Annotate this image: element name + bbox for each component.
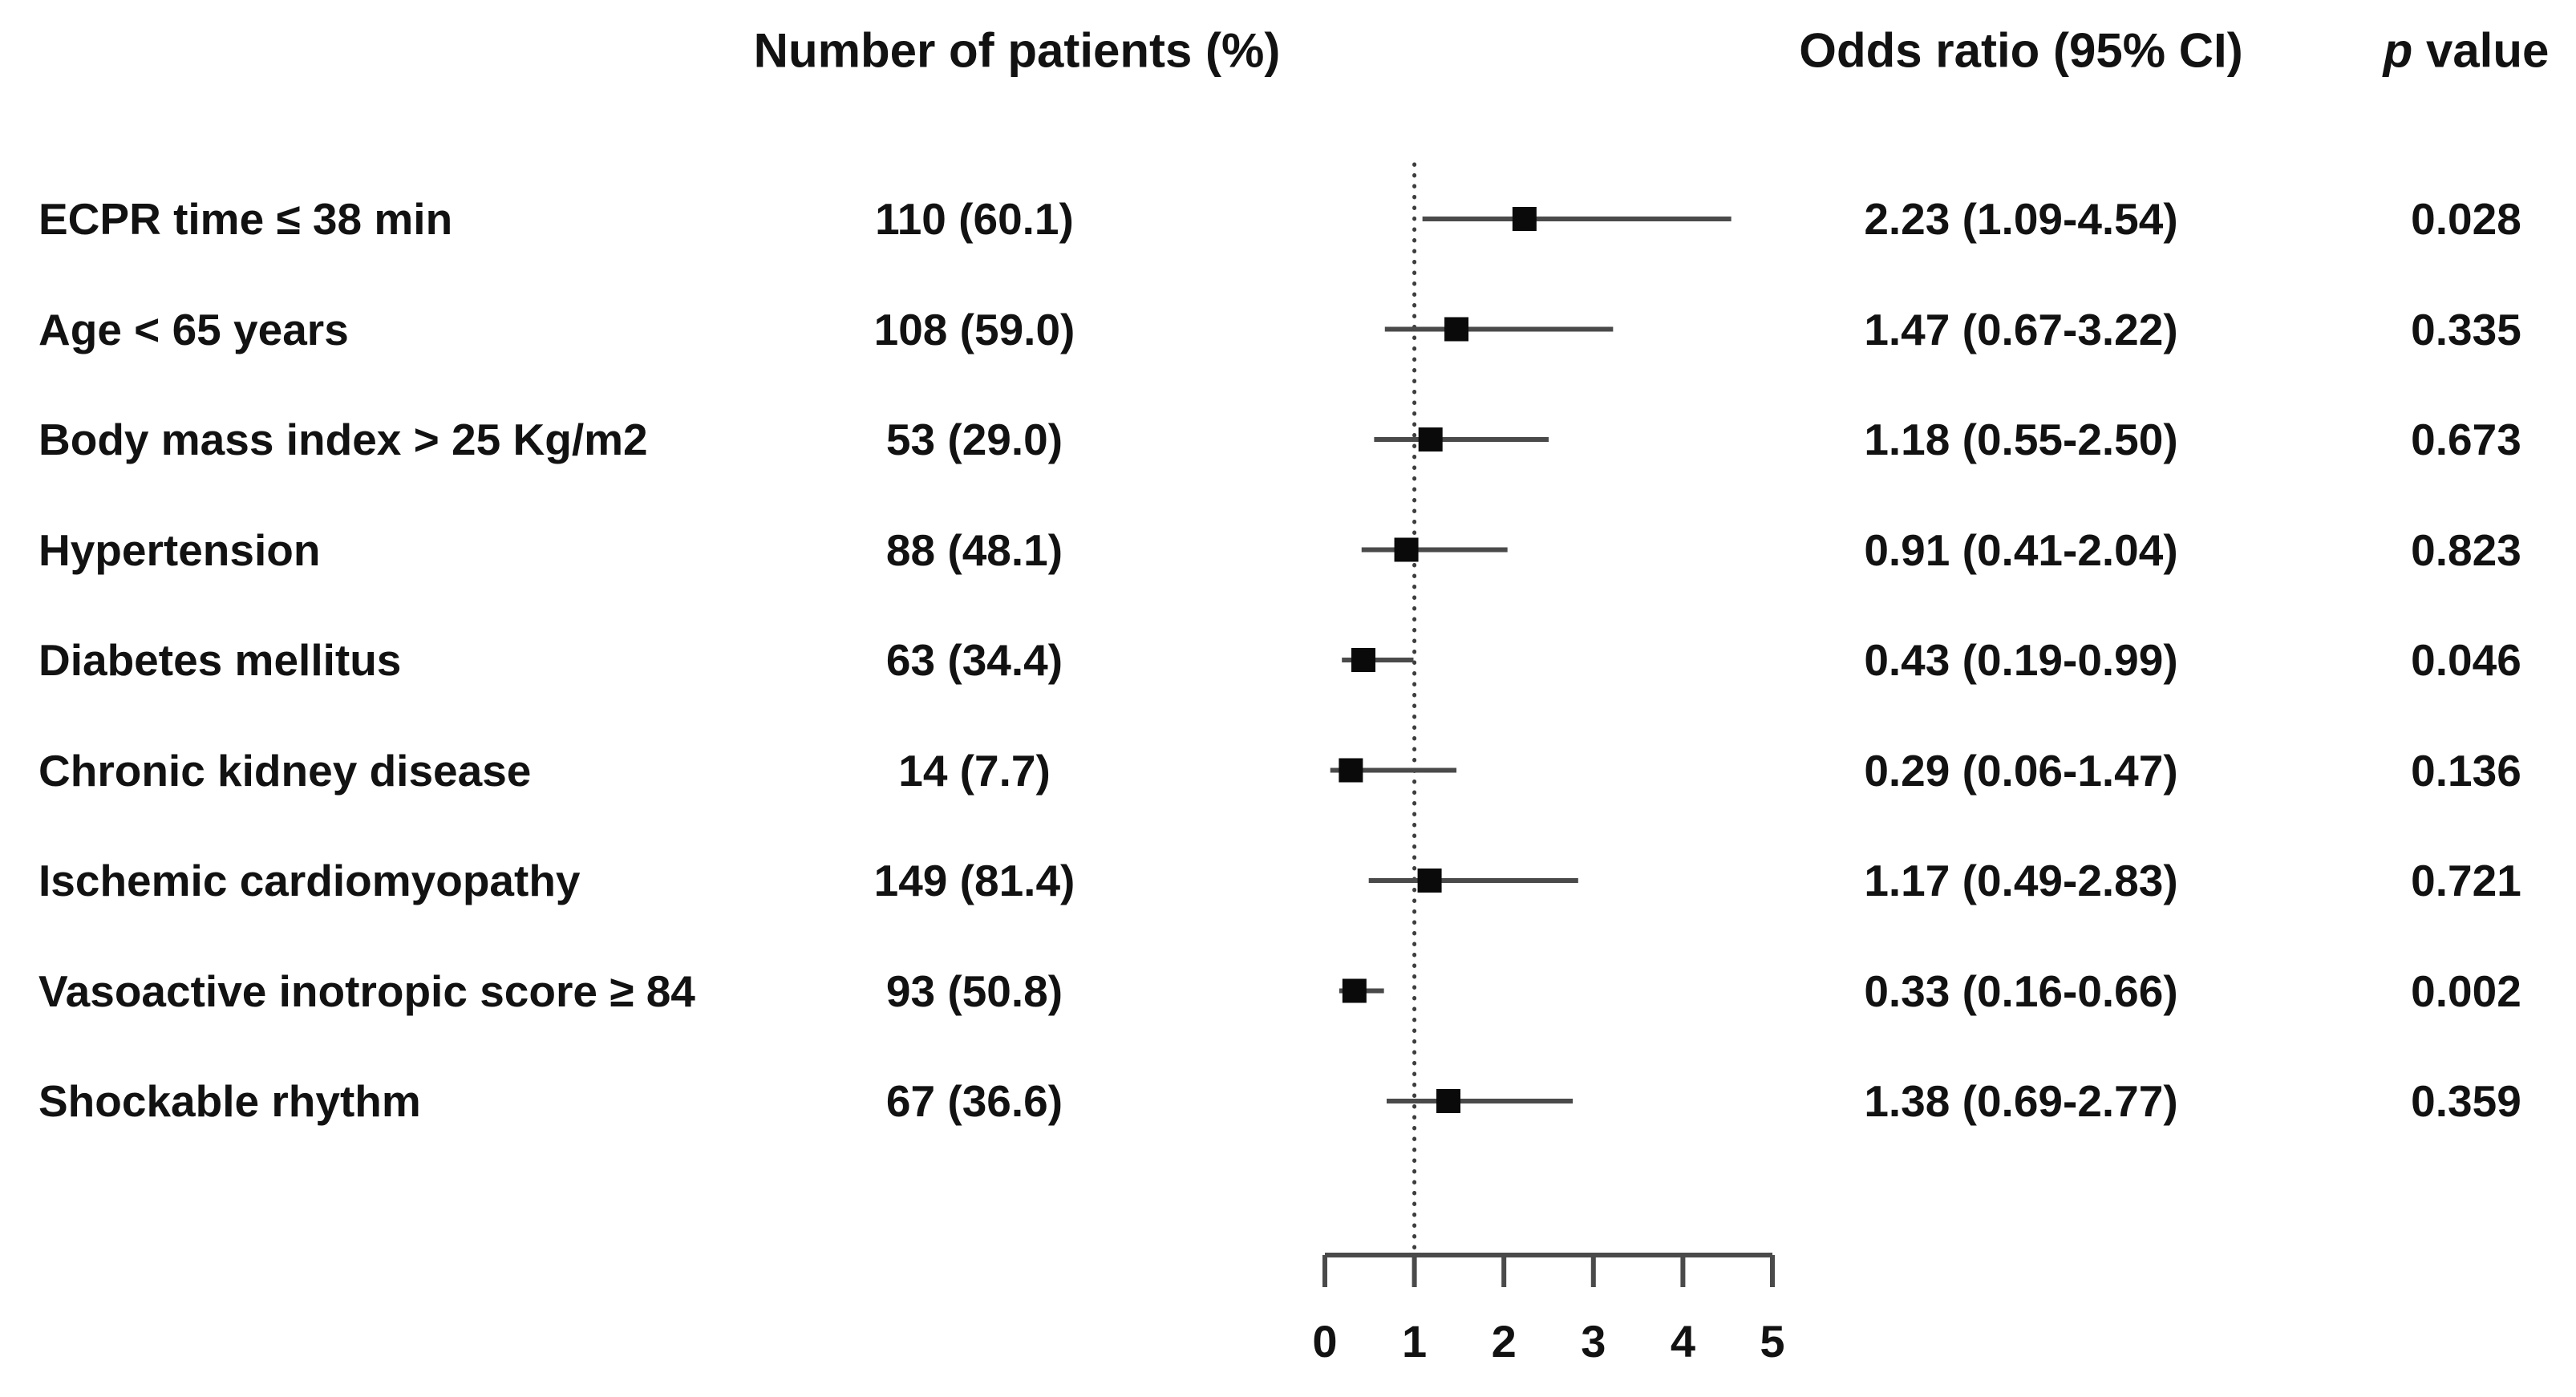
or-square-marker: [1418, 427, 1443, 451]
row-odds-ratio: 0.43 (0.19-0.99): [1864, 635, 2178, 685]
row-patient-count: 63 (34.4): [885, 635, 1063, 685]
row-odds-ratio: 0.33 (0.16-0.66): [1864, 966, 2178, 1016]
column-header-patients: Number of patients (%): [753, 23, 1281, 78]
row-label: Diabetes mellitus: [38, 635, 402, 685]
or-square-marker: [1342, 978, 1367, 1003]
row-label: Body mass index > 25 Kg/m2: [38, 415, 648, 464]
row-patient-count: 14 (7.7): [898, 745, 1051, 796]
row-odds-ratio: 1.17 (0.49-2.83): [1864, 856, 2178, 905]
x-axis-tick-label: 0: [1312, 1316, 1337, 1367]
row-p-value: 0.721: [2411, 856, 2521, 905]
row-p-value: 0.335: [2411, 304, 2521, 354]
row-p-value: 0.359: [2411, 1076, 2521, 1126]
x-axis-tick-label: 1: [1402, 1316, 1427, 1367]
row-odds-ratio: 1.38 (0.69-2.77): [1864, 1076, 2178, 1126]
row-patient-count: 149 (81.4): [873, 856, 1075, 905]
row-odds-ratio: 2.23 (1.09-4.54): [1864, 194, 2178, 244]
or-square-marker: [1417, 869, 1442, 893]
or-square-marker: [1339, 758, 1363, 783]
x-axis-tick-label: 4: [1671, 1316, 1695, 1367]
or-square-marker: [1394, 537, 1419, 562]
row-p-value: 0.028: [2411, 194, 2521, 244]
row-odds-ratio: 0.29 (0.06-1.47): [1864, 745, 2178, 796]
row-odds-ratio: 1.47 (0.67-3.22): [1864, 304, 2178, 354]
row-label: Chronic kidney disease: [38, 745, 532, 796]
x-axis-tick-label: 5: [1760, 1316, 1784, 1367]
column-header-p-value: p value: [2384, 23, 2550, 79]
row-label: Shockable rhythm: [38, 1076, 421, 1126]
row-p-value: 0.823: [2411, 524, 2521, 575]
row-patient-count: 67 (36.6): [885, 1076, 1063, 1126]
row-label: Vasoactive inotropic score ≥ 84: [38, 966, 695, 1016]
or-square-marker: [1512, 207, 1537, 231]
row-patient-count: 53 (29.0): [885, 415, 1063, 464]
row-patient-count: 110 (60.1): [875, 194, 1074, 244]
x-axis-tick-label: 3: [1581, 1316, 1606, 1367]
column-header-odds-ratio: Odds ratio (95% CI): [1799, 23, 2243, 78]
row-p-value: 0.002: [2411, 966, 2521, 1016]
row-label: Ischemic cardiomyopathy: [38, 856, 581, 905]
row-label: Age < 65 years: [38, 304, 349, 354]
row-patient-count: 93 (50.8): [885, 966, 1063, 1016]
row-odds-ratio: 1.18 (0.55-2.50): [1864, 415, 2178, 464]
row-patient-count: 108 (59.0): [873, 304, 1075, 354]
row-patient-count: 88 (48.1): [885, 524, 1063, 575]
x-axis-tick-label: 2: [1492, 1316, 1517, 1367]
row-p-value: 0.673: [2411, 415, 2521, 464]
or-square-marker: [1351, 648, 1375, 672]
row-label: Hypertension: [38, 524, 321, 575]
or-square-marker: [1444, 317, 1469, 342]
or-square-marker: [1436, 1089, 1461, 1113]
p-value-header-italic-p: p: [2383, 23, 2413, 78]
row-label: ECPR time ≤ 38 min: [38, 194, 453, 244]
row-p-value: 0.136: [2411, 745, 2521, 796]
row-p-value: 0.046: [2411, 635, 2521, 685]
p-value-header-rest: value: [2412, 23, 2550, 78]
row-odds-ratio: 0.91 (0.41-2.04): [1864, 524, 2178, 575]
